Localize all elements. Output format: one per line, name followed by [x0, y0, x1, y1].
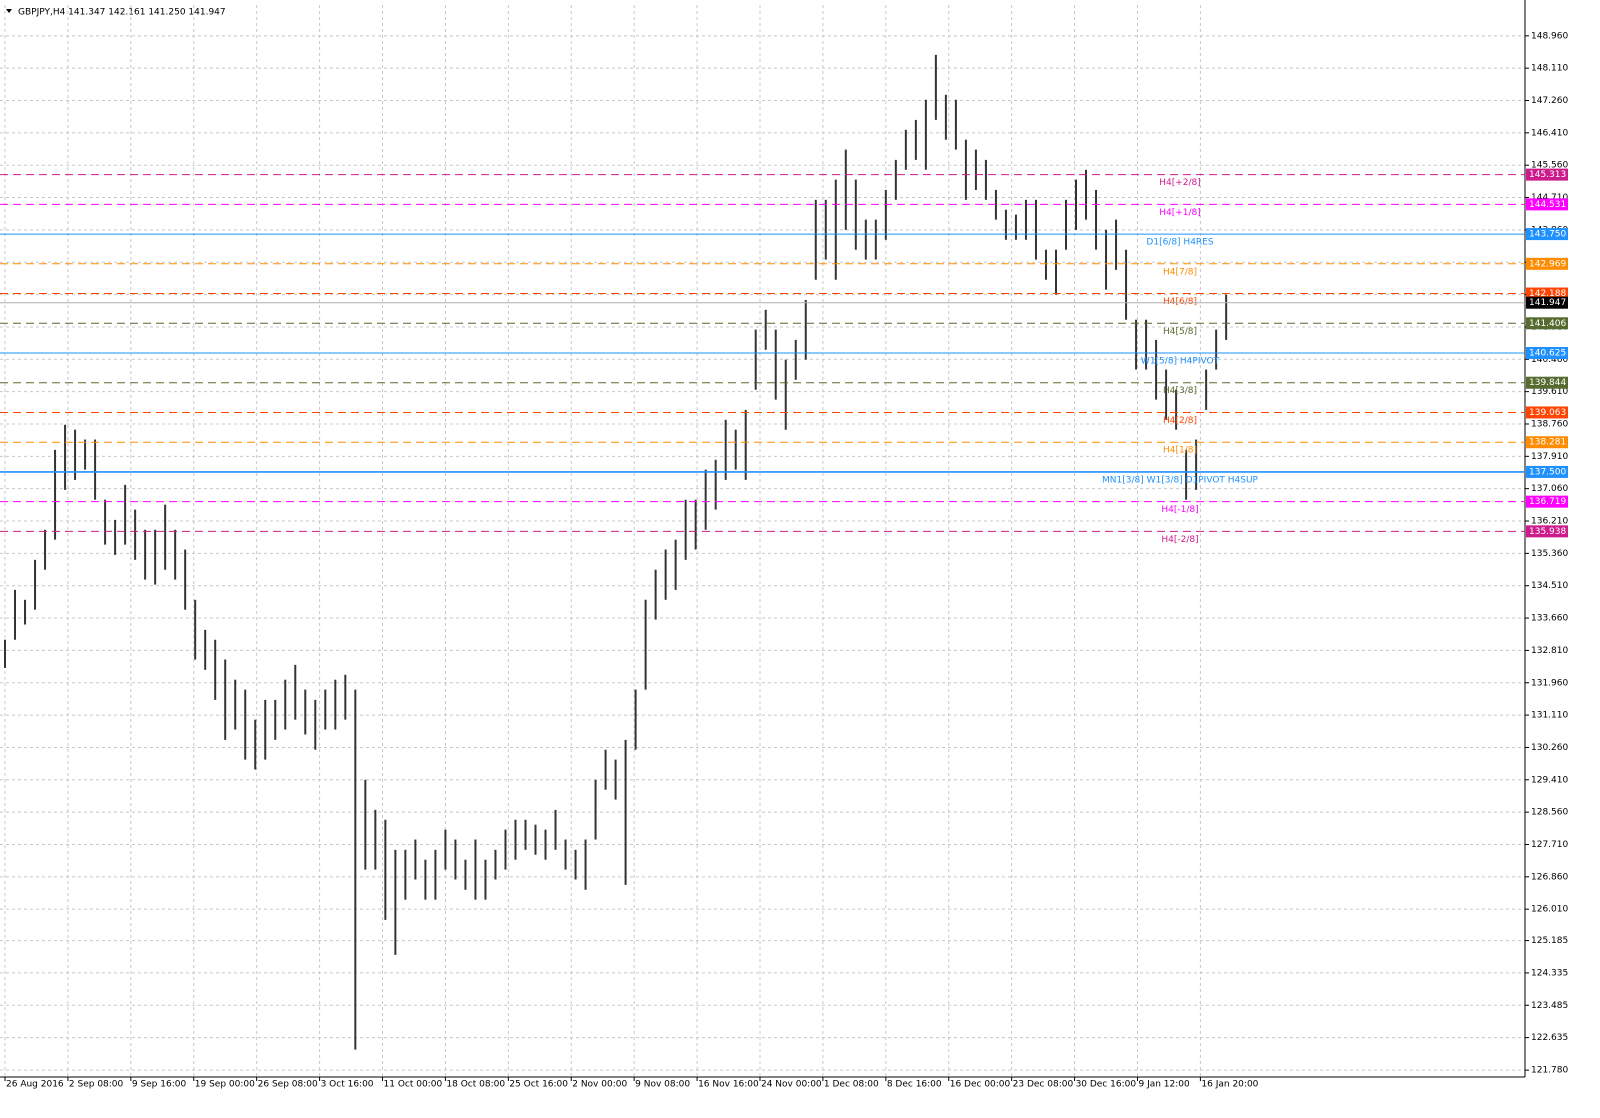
y-tick-label: 129.410: [1531, 775, 1568, 785]
price-tag-label: 139.844: [1529, 378, 1566, 388]
price-tag: [1526, 495, 1568, 508]
menu-arrow[interactable]: [6, 9, 12, 13]
y-tick-label: 127.710: [1531, 840, 1568, 850]
x-tick-label: 1 Dec 08:00: [824, 1080, 879, 1090]
x-tick-label: 9 Sep 16:00: [132, 1080, 187, 1090]
level-label: H4[1/8]: [1163, 446, 1197, 456]
y-tick-label: 128.560: [1531, 808, 1568, 818]
price-tag: [1526, 198, 1568, 211]
x-tick-label: 18 Oct 08:00: [446, 1080, 505, 1090]
price-tag: [1526, 465, 1568, 478]
x-tick-label: 26 Aug 2016: [6, 1080, 64, 1090]
price-tag: [1526, 525, 1568, 538]
price-tag: [1526, 296, 1568, 309]
x-tick-label: 16 Jan 20:00: [1201, 1080, 1258, 1090]
price-tag: [1526, 317, 1568, 330]
y-tick-label: 139.610: [1531, 387, 1568, 397]
y-tick-label: 126.860: [1531, 872, 1568, 882]
price-tag-label: 144.531: [1529, 200, 1566, 210]
y-tick-label: 147.260: [1531, 96, 1568, 106]
y-tick-label: 134.510: [1531, 581, 1568, 591]
x-tick-label: 3 Oct 16:00: [321, 1080, 374, 1090]
level-label: H4[6/8]: [1163, 297, 1197, 307]
y-tick-label: 125.185: [1531, 936, 1568, 946]
y-tick-label: 132.810: [1531, 646, 1568, 656]
price-tag-label: 141.406: [1529, 319, 1566, 329]
y-tick-label: 145.560: [1531, 161, 1568, 171]
price-tag: [1526, 376, 1568, 389]
x-tick-label: 11 Oct 00:00: [384, 1080, 443, 1090]
x-tick-label: 16 Nov 16:00: [698, 1080, 759, 1090]
price-tag: [1526, 347, 1568, 360]
y-tick-label: 136.210: [1531, 517, 1568, 527]
price-tag-label: 141.947: [1529, 298, 1566, 308]
level-label: W1[5/8] H4PIVOT: [1141, 357, 1220, 367]
level-label: H4[+1/8]: [1159, 208, 1201, 218]
y-tick-label: 148.960: [1531, 31, 1568, 41]
level-label: H4[-1/8]: [1161, 505, 1198, 515]
y-tick-label: 124.335: [1531, 968, 1568, 978]
x-tick-label: 8 Dec 16:00: [887, 1080, 942, 1090]
level-label: H4[7/8]: [1163, 267, 1197, 277]
y-tick-label: 137.060: [1531, 484, 1568, 494]
x-tick-label: 9 Jan 12:00: [1138, 1080, 1190, 1090]
level-label: D1[6/8] H4RES: [1146, 238, 1213, 248]
y-tick-label: 130.260: [1531, 743, 1568, 753]
level-label: H4[-2/8]: [1161, 535, 1198, 545]
y-tick-label: 121.780: [1531, 1066, 1568, 1076]
x-tick-label: 24 Nov 00:00: [761, 1080, 822, 1090]
price-tag: [1526, 257, 1568, 270]
x-tick-label: 2 Sep 08:00: [69, 1080, 124, 1090]
y-tick-label: 126.010: [1531, 905, 1568, 915]
price-tag-label: 135.938: [1529, 527, 1566, 537]
y-tick-label: 133.660: [1531, 614, 1568, 624]
x-tick-label: 9 Nov 08:00: [635, 1080, 690, 1090]
x-tick-label: 25 Oct 16:00: [509, 1080, 568, 1090]
price-tag-label: 142.969: [1529, 259, 1566, 269]
y-tick-label: 138.760: [1531, 419, 1568, 429]
price-tag: [1526, 228, 1568, 241]
price-tag-label: 140.625: [1529, 349, 1566, 359]
price-tag: [1526, 287, 1568, 300]
y-tick-label: 140.460: [1531, 355, 1568, 365]
price-tag-label: 138.281: [1529, 438, 1566, 448]
price-tag-label: 139.063: [1529, 408, 1566, 418]
level-label: H4[2/8]: [1163, 416, 1197, 426]
y-tick-label: 135.360: [1531, 549, 1568, 559]
chart-title: GBPJPY,H4 141.347 142.161 141.250 141.94…: [18, 8, 226, 18]
price-tag: [1526, 406, 1568, 419]
y-tick-label: 137.910: [1531, 452, 1568, 462]
price-tag-label: 142.188: [1529, 289, 1566, 299]
y-tick-label: 122.635: [1531, 1033, 1568, 1043]
price-tag-label: 136.719: [1529, 497, 1566, 507]
y-tick-label: 123.485: [1531, 1001, 1568, 1011]
x-tick-label: 30 Dec 16:00: [1076, 1080, 1137, 1090]
level-label: MN1[3/8] W1[3/8] D1PIVOT H4SUP: [1102, 475, 1259, 485]
y-tick-label: 131.110: [1531, 711, 1568, 721]
y-tick-label: 146.410: [1531, 128, 1568, 138]
level-label: H4[3/8]: [1163, 386, 1197, 396]
x-tick-label: 16 Dec 00:00: [950, 1080, 1011, 1090]
price-tag-label: 145.313: [1529, 170, 1566, 180]
x-tick-label: 26 Sep 08:00: [258, 1080, 318, 1090]
price-tag: [1526, 436, 1568, 449]
x-tick-label: 23 Dec 08:00: [1013, 1080, 1074, 1090]
price-tag: [1526, 168, 1568, 181]
x-tick-label: 19 Sep 00:00: [195, 1080, 255, 1090]
x-tick-label: 2 Nov 00:00: [572, 1080, 627, 1090]
y-tick-label: 144.710: [1531, 193, 1568, 203]
y-tick-label: 148.110: [1531, 64, 1568, 74]
level-label: H4[5/8]: [1163, 327, 1197, 337]
y-tick-label: 131.960: [1531, 678, 1568, 688]
price-tag-label: 143.750: [1529, 230, 1566, 240]
level-label: H4[+2/8]: [1159, 178, 1201, 188]
price-tag-label: 137.500: [1529, 467, 1566, 477]
